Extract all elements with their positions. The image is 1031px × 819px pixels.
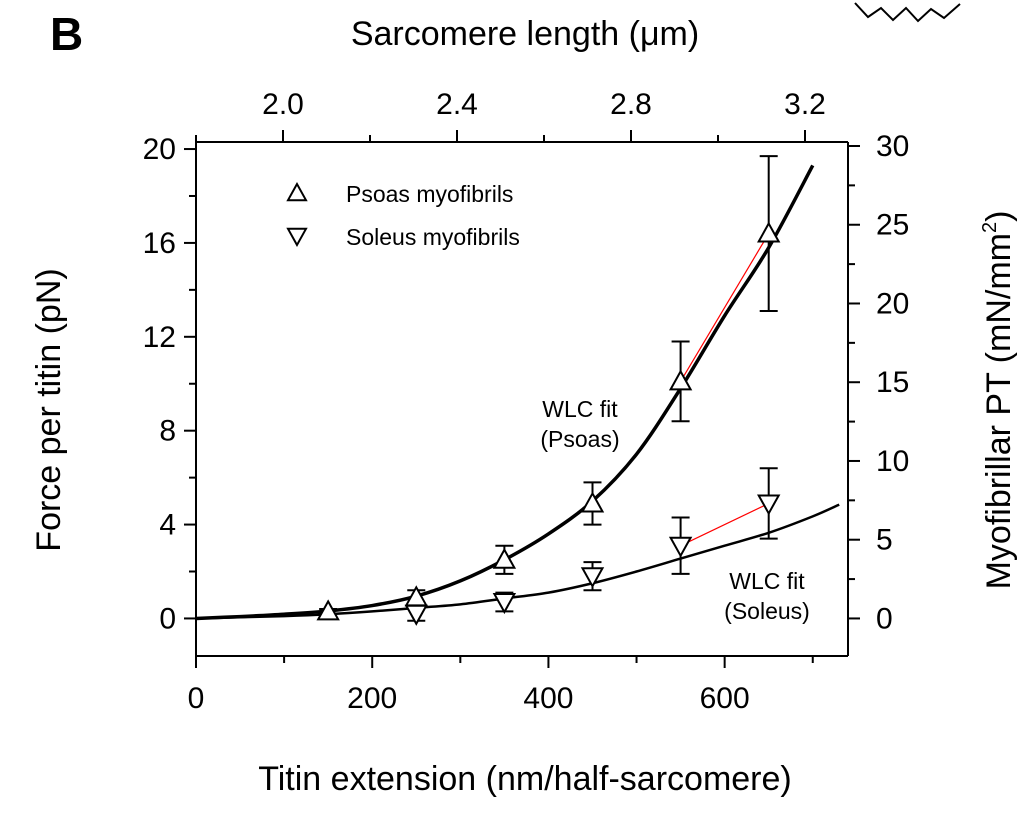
right-axis-label: Myofibrillar PT (mN/mm2) (979, 211, 1018, 590)
axis-ticks: 0 200 400 600 0 4 8 12 16 20 2.0 2.4 2.8 3.2 0 5 10 15 20 2… (143, 88, 910, 715)
x-tick-label: 200 (347, 682, 397, 715)
legend: Psoas myofibrils Soleus myofibrils (286, 181, 520, 250)
right-tick-label: 5 (876, 524, 893, 557)
connector-line (680, 502, 769, 547)
fit-curve-psoas (195, 164, 815, 621)
right-axis-label-sup: 2 (979, 222, 1001, 233)
axes-frame (195, 141, 849, 657)
legend-marker-psoas (286, 181, 308, 202)
connector-lines (680, 233, 770, 547)
legend-label-psoas: Psoas myofibrils (346, 181, 513, 207)
x-tick-label: 600 (700, 682, 750, 715)
right-tick-label: 10 (876, 445, 909, 478)
y-tick-label: 16 (143, 227, 176, 260)
psoas-point (492, 547, 517, 569)
x-tick-label: 0 (188, 682, 205, 715)
panel-label: B (50, 8, 83, 60)
right-tick-label: 15 (876, 366, 909, 399)
top-axis-label: Sarcomere length (μm) (351, 15, 699, 53)
soleus-point (668, 536, 693, 558)
top-tick-label: 2.8 (610, 88, 652, 121)
soleus-point (757, 494, 781, 516)
x-axis-label: Titin extension (nm/half-sarcomere) (258, 760, 791, 798)
soleus-point (404, 604, 428, 626)
right-tick-label: 30 (876, 130, 909, 163)
top-tick-label: 3.2 (784, 88, 826, 121)
right-axis-label-main: Myofibrillar PT (mN/mm (980, 233, 1018, 589)
psoas-point (316, 599, 340, 621)
fit-label-soleus-line1: WLC fit (729, 568, 805, 594)
x-tick-label: 400 (523, 682, 573, 715)
fit-curves (195, 164, 840, 621)
y-tick-label: 20 (143, 133, 176, 166)
decorative-sketch (854, 2, 961, 23)
fit-label-psoas-line2: (Psoas) (540, 426, 619, 452)
legend-label-soleus: Soleus myofibrils (346, 224, 520, 250)
fit-label-soleus-line2: (Soleus) (724, 598, 810, 624)
fit-label-psoas-line1: WLC fit (542, 396, 618, 422)
top-tick-label: 2.0 (262, 88, 304, 121)
right-tick-label: 20 (876, 287, 909, 320)
y-tick-label: 12 (143, 321, 176, 354)
y-axis-label: Force per titin (pN) (30, 268, 68, 551)
soleus-point (492, 593, 517, 615)
right-axis-label-close: ) (980, 211, 1018, 222)
legend-marker-soleus (286, 227, 308, 248)
fit-curve-soleus (195, 503, 840, 620)
y-tick-label: 8 (159, 415, 176, 448)
connector-line (680, 233, 770, 382)
soleus-point (580, 567, 605, 589)
data-points (316, 155, 781, 626)
y-tick-label: 0 (159, 602, 176, 635)
psoas-point (668, 369, 693, 391)
top-tick-label: 2.4 (436, 88, 478, 121)
right-tick-label: 0 (876, 602, 893, 635)
psoas-point (757, 221, 781, 243)
right-tick-label: 25 (876, 209, 909, 242)
psoas-point (580, 491, 605, 513)
y-tick-label: 4 (159, 509, 176, 542)
